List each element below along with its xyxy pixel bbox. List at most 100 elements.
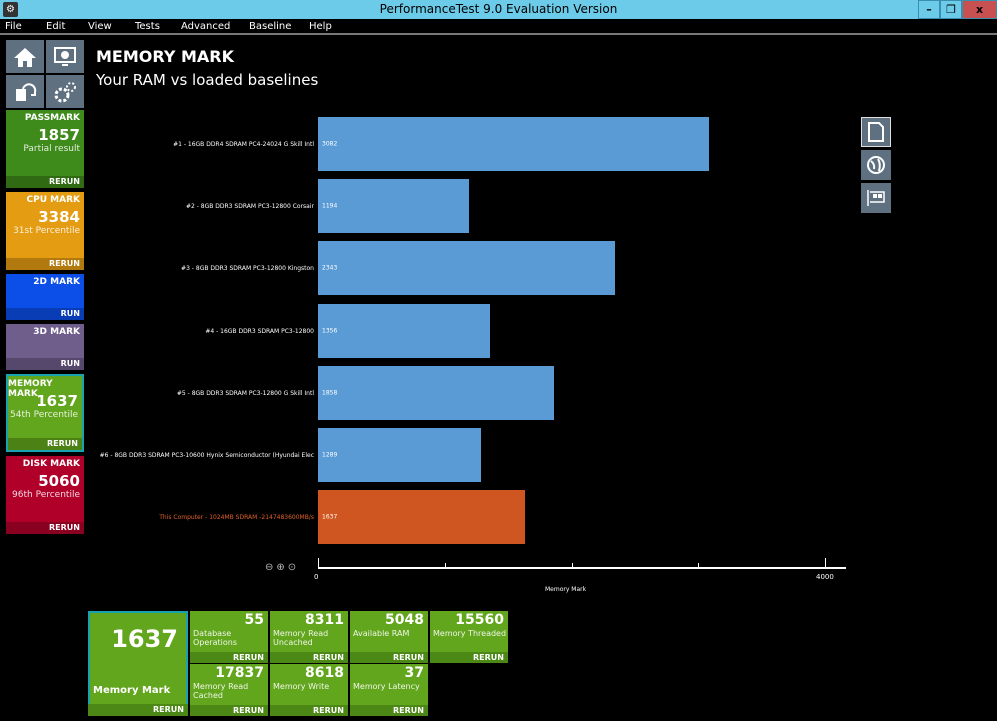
tile-title: 2D MARK bbox=[33, 277, 80, 287]
test-rerun-button[interactable]: RERUN bbox=[190, 705, 268, 716]
test-score: 8311 bbox=[305, 612, 344, 628]
menu-advanced[interactable]: Advanced bbox=[181, 21, 231, 32]
bar-label: #2 - 8GB DDR3 SDRAM PC3-12800 Corsair bbox=[185, 203, 314, 211]
test-score: 15560 bbox=[455, 612, 504, 628]
minimize-button[interactable]: – bbox=[918, 0, 940, 19]
test-label: Available RAM bbox=[353, 629, 410, 638]
bar-value: 1194 bbox=[322, 202, 338, 210]
test-tile-database-operations[interactable]: 55 Database Operations RERUN bbox=[190, 611, 268, 663]
monitor-info-icon bbox=[54, 46, 76, 66]
tile-title: MEMORY MARK bbox=[8, 379, 53, 399]
bar: 1858 bbox=[318, 365, 554, 420]
tile-run-button[interactable]: RUN bbox=[6, 308, 84, 320]
bar-label: #5 - 8GB DDR3 SDRAM PC3-12800 G Skill In… bbox=[176, 389, 314, 397]
hardware-button[interactable] bbox=[861, 183, 891, 213]
tile-title: CPU MARK bbox=[26, 195, 80, 205]
test-tile-memory-read-uncached[interactable]: 8311 Memory Read Uncached RERUN bbox=[270, 611, 348, 663]
menu-baseline[interactable]: Baseline bbox=[249, 21, 292, 32]
zoom-in-icon[interactable]: ⊕ bbox=[276, 562, 288, 573]
bar: 1637 bbox=[318, 490, 526, 545]
menu-help[interactable]: Help bbox=[309, 21, 332, 32]
title-bar: ⚙ PerformanceTest 9.0 Evaluation Version… bbox=[0, 0, 997, 19]
zoom-out-icon[interactable]: ⊖ bbox=[265, 562, 277, 573]
bar: 2343 bbox=[318, 241, 615, 296]
test-rerun-button[interactable]: RERUN bbox=[190, 652, 268, 663]
sidebar-tile-disk-mark[interactable]: DISK MARK 5060 96th Percentile RERUN bbox=[6, 456, 84, 534]
test-score: 8618 bbox=[305, 665, 344, 681]
x-axis-label: Memory Mark bbox=[545, 586, 587, 593]
tile-run-button[interactable]: RUN bbox=[6, 358, 84, 370]
system-info-button[interactable] bbox=[46, 40, 84, 73]
x-tick bbox=[318, 558, 319, 568]
test-tile-memory-write[interactable]: 8618 Memory Write RERUN bbox=[270, 664, 348, 716]
test-label: Memory Read Cached bbox=[193, 682, 249, 700]
memory-mark-summary-tile[interactable]: 1637 Memory Mark RERUN bbox=[88, 611, 188, 716]
memory-mark-label: Memory Mark bbox=[93, 685, 171, 696]
tile-score: 1637 bbox=[36, 392, 78, 410]
memory-mark-score: 1637 bbox=[111, 625, 178, 653]
test-label: Database Operations bbox=[193, 629, 237, 647]
test-label: Memory Threaded bbox=[433, 629, 507, 638]
cloud-button[interactable] bbox=[6, 75, 44, 108]
home-button[interactable] bbox=[6, 40, 44, 73]
test-rerun-button[interactable]: RERUN bbox=[350, 652, 428, 663]
x-axis-line bbox=[318, 567, 846, 569]
page-title: MEMORY MARK bbox=[96, 47, 234, 66]
sidebar-tile-passmark[interactable]: PASSMARK 1857 Partial result RERUN bbox=[6, 110, 84, 188]
bar-value: 1289 bbox=[322, 451, 338, 459]
x-tick bbox=[698, 563, 700, 568]
tile-run-button[interactable]: RERUN bbox=[6, 258, 84, 270]
test-rerun-button[interactable]: RERUN bbox=[270, 652, 348, 663]
bar-label: #3 - 8GB DDR3 SDRAM PC3-12800 Kingston bbox=[181, 265, 314, 273]
app-logo-icon: ⚙ bbox=[3, 2, 18, 17]
test-score: 55 bbox=[244, 612, 264, 628]
test-rerun-button[interactable]: RERUN bbox=[350, 705, 428, 716]
tile-subtitle: 31st Percentile bbox=[13, 226, 80, 236]
tile-score: 3384 bbox=[38, 208, 80, 226]
test-label: Memory Latency bbox=[353, 682, 420, 691]
restore-button[interactable]: ❐ bbox=[940, 0, 962, 19]
window-title: PerformanceTest 9.0 Evaluation Version bbox=[379, 2, 618, 16]
bar-label: #4 - 16GB DDR3 SDRAM PC3-12800 bbox=[205, 327, 314, 335]
menu-edit[interactable]: Edit bbox=[46, 21, 66, 32]
bar: 1356 bbox=[318, 303, 490, 358]
test-rerun-button[interactable]: RERUN bbox=[270, 705, 348, 716]
export-report-button[interactable] bbox=[861, 117, 891, 147]
tile-run-button[interactable]: RERUN bbox=[6, 522, 84, 534]
menu-tests[interactable]: Tests bbox=[135, 21, 160, 32]
bar-label: #1 - 16GB DDR4 SDRAM PC4-24024 G Skill I… bbox=[173, 141, 314, 148]
test-tile-memory-latency[interactable]: 37 Memory Latency RERUN bbox=[350, 664, 428, 716]
test-tile-available-ram[interactable]: 5048 Available RAM RERUN bbox=[350, 611, 428, 663]
tile-run-button[interactable]: RERUN bbox=[8, 438, 82, 450]
bar-label: #6 - 8GB DDR3 SDRAM PC3-10600 Hynix Semi… bbox=[99, 452, 314, 459]
tile-title: PASSMARK bbox=[24, 113, 80, 123]
bar-label: This Computer - 1024MB SDRAM -2147483600… bbox=[159, 514, 314, 522]
test-score: 17837 bbox=[215, 665, 264, 681]
tile-subtitle: 54th Percentile bbox=[10, 410, 78, 420]
tile-title: DISK MARK bbox=[22, 459, 80, 469]
test-rerun-button[interactable]: RERUN bbox=[430, 652, 508, 663]
tile-run-button[interactable]: RERUN bbox=[6, 176, 84, 188]
bar: 1194 bbox=[318, 179, 470, 234]
menu-file[interactable]: File bbox=[5, 21, 22, 32]
web-button[interactable] bbox=[861, 150, 891, 180]
sidebar-tile-cpu-mark[interactable]: CPU MARK 3384 31st Percentile RERUN bbox=[6, 192, 84, 270]
tile-score: 1857 bbox=[38, 126, 80, 144]
sidebar-tile-memory-mark[interactable]: MEMORY MARK 1637 54th Percentile RERUN bbox=[6, 374, 84, 452]
x-tick-label-4000: 4000 bbox=[816, 573, 834, 581]
test-tile-memory-read-cached[interactable]: 17837 Memory Read Cached RERUN bbox=[190, 664, 268, 716]
test-tile-memory-threaded[interactable]: 15560 Memory Threaded RERUN bbox=[430, 611, 508, 663]
sidebar-tile-3d-mark[interactable]: 3D MARK RUN bbox=[6, 324, 84, 370]
close-button[interactable]: x bbox=[962, 0, 997, 19]
settings-button[interactable] bbox=[46, 75, 84, 108]
memory-mark-rerun-button[interactable]: RERUN bbox=[88, 704, 188, 716]
bar-value: 3082 bbox=[322, 140, 338, 148]
test-label: Memory Read Uncached bbox=[273, 629, 329, 647]
menu-view[interactable]: View bbox=[88, 21, 112, 32]
x-tick bbox=[444, 563, 446, 568]
sidebar-tile-2d-mark[interactable]: 2D MARK RUN bbox=[6, 274, 84, 320]
bar-value: 1356 bbox=[322, 327, 338, 335]
globe-icon bbox=[867, 156, 885, 174]
tile-subtitle: Partial result bbox=[23, 144, 80, 154]
zoom-reset-icon[interactable]: ⊙ bbox=[287, 562, 300, 573]
